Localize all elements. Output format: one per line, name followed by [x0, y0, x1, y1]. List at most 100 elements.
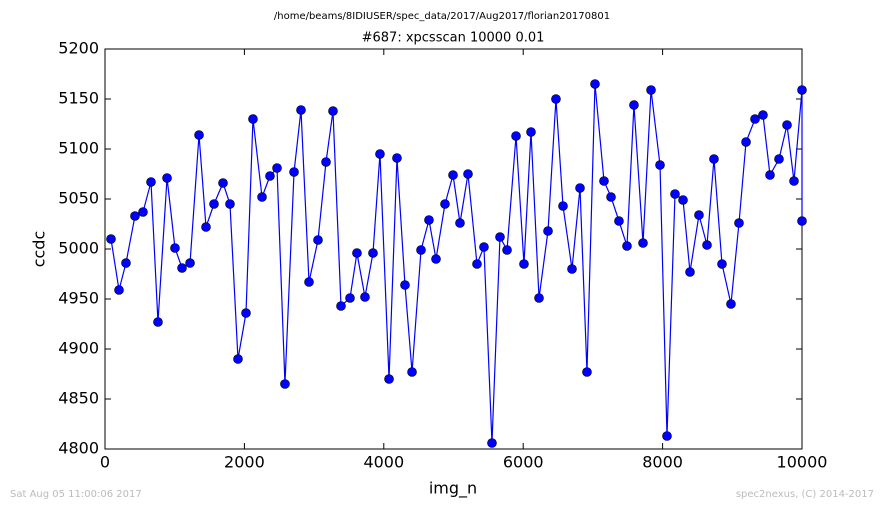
y-tick-label: 5050 — [58, 189, 99, 208]
data-point — [289, 167, 299, 177]
data-point — [313, 235, 323, 245]
data-point — [670, 189, 680, 199]
data-point — [646, 85, 656, 95]
y-tick-label: 5150 — [58, 89, 99, 108]
data-point — [614, 216, 624, 226]
data-point — [448, 170, 458, 180]
data-point — [106, 234, 116, 244]
data-point — [606, 192, 616, 202]
x-axis-label: img_n — [429, 479, 477, 499]
data-point — [328, 106, 338, 116]
data-point — [455, 218, 465, 228]
x-tick-label: 6000 — [503, 453, 544, 472]
data-line — [110, 83, 803, 444]
data-point — [392, 153, 402, 163]
data-point — [567, 264, 577, 274]
x-tick-label: 4000 — [363, 453, 404, 472]
footer-left: Sat Aug 05 11:00:06 2017 — [10, 489, 142, 500]
data-point — [534, 293, 544, 303]
data-point — [495, 232, 505, 242]
data-point — [201, 222, 211, 232]
data-point — [321, 157, 331, 167]
chart-title: #687: xpcsscan 10000 0.01 — [362, 31, 545, 46]
plot-frame — [104, 48, 803, 450]
data-point — [296, 105, 306, 115]
data-point — [717, 259, 727, 269]
data-point — [511, 131, 521, 141]
data-point — [590, 79, 600, 89]
data-point — [407, 367, 417, 377]
data-point — [726, 299, 736, 309]
data-point — [599, 176, 609, 186]
y-tick-label: 4950 — [58, 289, 99, 308]
data-point — [375, 149, 385, 159]
data-point — [741, 137, 751, 147]
data-point — [750, 114, 760, 124]
x-tick-label: 2000 — [224, 453, 265, 472]
data-point — [765, 170, 775, 180]
data-point — [685, 267, 695, 277]
data-point — [400, 280, 410, 290]
y-tick-label: 5100 — [58, 139, 99, 158]
data-point — [543, 226, 553, 236]
data-point — [209, 199, 219, 209]
y-tick-label: 4800 — [58, 439, 99, 458]
data-point — [638, 238, 648, 248]
data-point — [304, 277, 314, 287]
y-tick-label: 4850 — [58, 389, 99, 408]
data-point — [336, 301, 346, 311]
y-tick-label: 5000 — [58, 239, 99, 258]
data-point — [709, 154, 719, 164]
data-point — [185, 258, 195, 268]
x-tick-label: 0 — [100, 453, 110, 472]
data-point — [360, 292, 370, 302]
data-point — [622, 241, 632, 251]
data-point — [233, 354, 243, 364]
data-point — [121, 258, 131, 268]
data-point — [431, 254, 441, 264]
x-tick-label: 8000 — [642, 453, 683, 472]
data-point — [758, 110, 768, 120]
data-point — [225, 199, 235, 209]
y-axis-label: ccdc — [30, 231, 49, 268]
data-point — [797, 216, 807, 226]
data-point — [138, 207, 148, 217]
data-point — [177, 263, 187, 273]
data-point — [257, 192, 267, 202]
data-point — [162, 173, 172, 183]
data-point — [368, 248, 378, 258]
y-tick-label: 5200 — [58, 39, 99, 58]
data-point — [130, 211, 140, 221]
data-point — [272, 163, 282, 173]
data-point — [170, 243, 180, 253]
y-tick-label: 4900 — [58, 339, 99, 358]
suptitle: /home/beams/8IDIUSER/spec_data/2017/Aug2… — [274, 11, 610, 22]
data-point — [153, 317, 163, 327]
data-point — [526, 127, 536, 137]
data-point — [472, 259, 482, 269]
data-point — [194, 130, 204, 140]
data-point — [782, 120, 792, 130]
data-point — [582, 367, 592, 377]
data-point — [734, 218, 744, 228]
data-point — [146, 177, 156, 187]
data-point — [519, 259, 529, 269]
data-point — [702, 240, 712, 250]
data-point — [241, 308, 251, 318]
data-point — [218, 178, 228, 188]
data-point — [114, 285, 124, 295]
data-point — [463, 169, 473, 179]
data-point — [384, 374, 394, 384]
data-point — [479, 242, 489, 252]
data-point — [248, 114, 258, 124]
data-point — [558, 201, 568, 211]
data-point — [440, 199, 450, 209]
data-point — [416, 245, 426, 255]
data-point — [797, 85, 807, 95]
footer-right: spec2nexus, (C) 2014-2017 — [736, 489, 874, 500]
x-tick-label: 10000 — [777, 453, 828, 472]
data-point — [424, 215, 434, 225]
data-point — [789, 176, 799, 186]
